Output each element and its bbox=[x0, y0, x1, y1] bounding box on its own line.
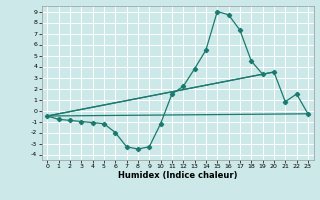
X-axis label: Humidex (Indice chaleur): Humidex (Indice chaleur) bbox=[118, 171, 237, 180]
